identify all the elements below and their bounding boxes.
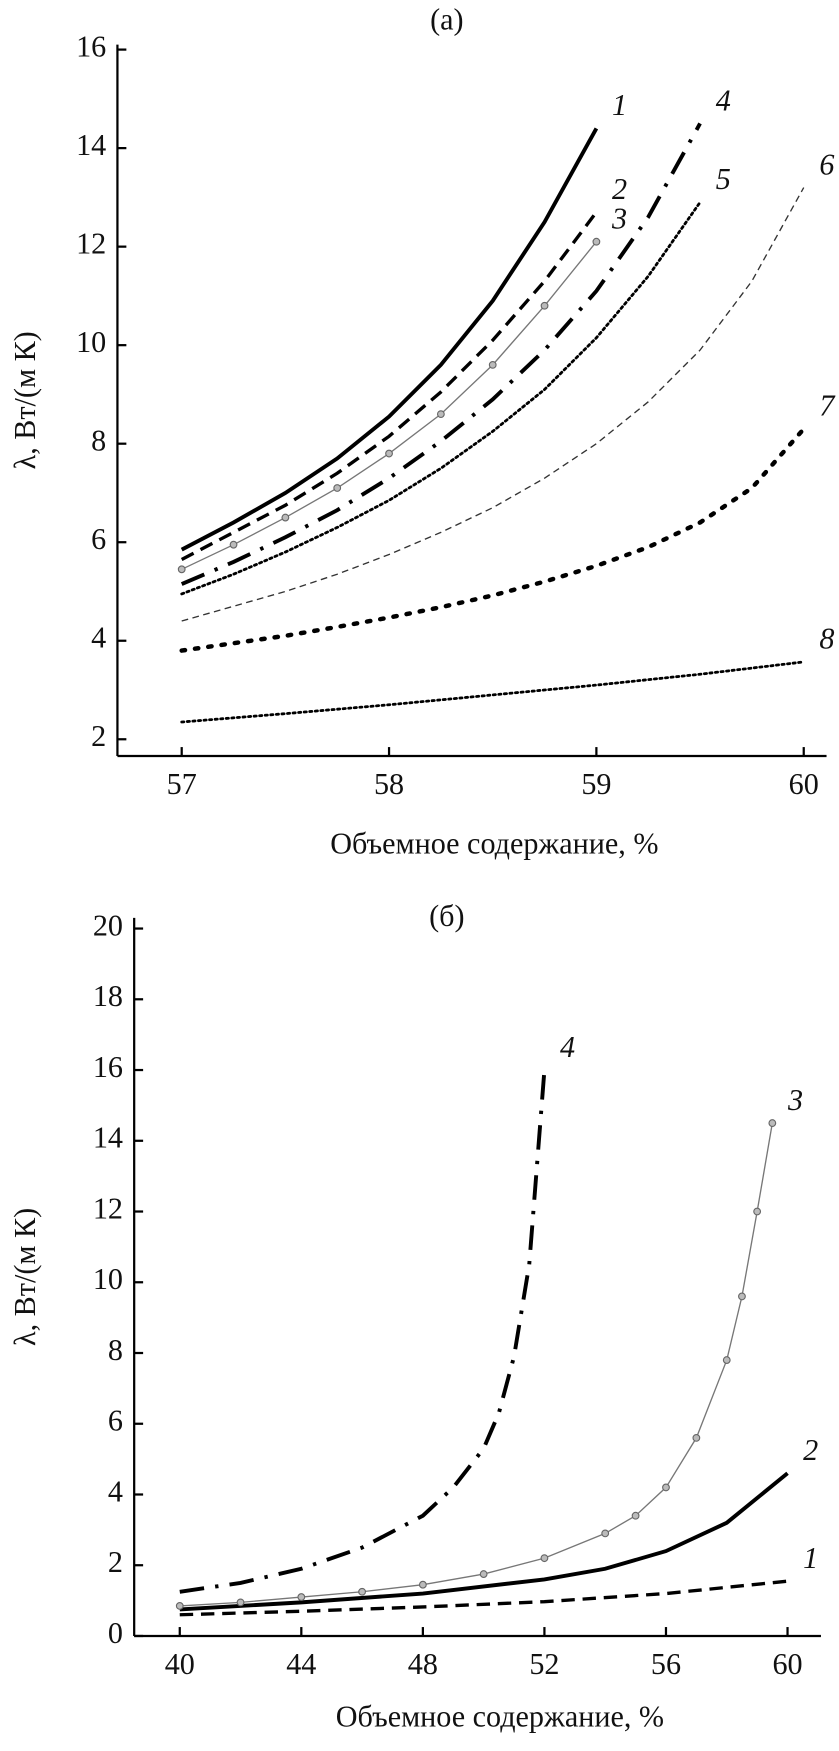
series-line xyxy=(179,1471,789,1612)
x-tick-label: 40 xyxy=(165,1647,195,1681)
series-line xyxy=(179,1579,788,1617)
series-marker xyxy=(768,1119,777,1127)
series-label: 2 xyxy=(612,172,627,206)
series-label: 5 xyxy=(716,162,731,196)
series-marker xyxy=(692,1433,701,1442)
panel-title: (а) xyxy=(430,2,463,36)
series-marker xyxy=(175,1602,184,1610)
series-label: 2 xyxy=(803,1433,818,1467)
series-marker xyxy=(540,1554,549,1563)
series-line xyxy=(180,200,702,596)
series-marker xyxy=(385,449,393,458)
x-tick-label: 57 xyxy=(167,767,197,801)
series-marker xyxy=(601,1529,610,1538)
y-tick-label: 8 xyxy=(91,424,106,458)
x-axis-label: Объемное содержание, % xyxy=(330,826,658,860)
y-tick-label: 16 xyxy=(76,30,106,64)
y-tick-label: 12 xyxy=(93,1191,123,1225)
x-tick-label: 59 xyxy=(581,767,611,801)
series-label: 3 xyxy=(787,1083,803,1117)
series-line xyxy=(180,660,806,724)
series-marker xyxy=(177,565,186,574)
series-line xyxy=(180,127,599,552)
series-marker xyxy=(281,513,290,522)
y-tick-label: 12 xyxy=(76,227,106,261)
series-line xyxy=(179,426,806,653)
panel-title: (б) xyxy=(429,899,464,933)
y-tick-label: 14 xyxy=(93,1121,123,1155)
series-label: 1 xyxy=(803,1541,818,1575)
y-tick-label: 2 xyxy=(91,719,106,753)
series-label: 7 xyxy=(819,389,836,423)
series-label: 4 xyxy=(716,83,731,117)
y-tick-label: 10 xyxy=(76,325,106,359)
y-tick-label: 10 xyxy=(93,1262,123,1296)
series-line xyxy=(179,1069,547,1594)
x-tick-label: 48 xyxy=(408,1647,438,1681)
series-marker xyxy=(540,301,549,310)
series-marker xyxy=(722,1356,731,1364)
series-marker xyxy=(592,237,601,246)
series-marker xyxy=(753,1207,762,1216)
series-line xyxy=(181,187,805,622)
series-line xyxy=(179,1122,773,1607)
series-marker xyxy=(436,410,445,419)
y-tick-label: 18 xyxy=(93,979,123,1013)
series-marker xyxy=(738,1292,746,1301)
series-label: 3 xyxy=(611,202,627,236)
series-label: 8 xyxy=(819,622,834,656)
series-marker xyxy=(236,1598,245,1607)
x-tick-label: 52 xyxy=(529,1647,559,1681)
x-tick-label: 60 xyxy=(789,767,819,801)
y-tick-label: 14 xyxy=(76,128,106,162)
x-axis-label: Объемное содержание, % xyxy=(336,1700,664,1734)
series-marker xyxy=(488,360,497,369)
series-marker xyxy=(333,484,342,492)
y-axis-label: λ, Вт/(м К) xyxy=(8,1208,42,1346)
series-label: 4 xyxy=(560,1030,575,1064)
series-marker xyxy=(662,1483,670,1492)
x-tick-label: 44 xyxy=(286,1647,316,1681)
series-marker xyxy=(229,540,238,549)
y-tick-label: 6 xyxy=(108,1404,123,1438)
series-marker xyxy=(479,1570,488,1578)
y-tick-label: 0 xyxy=(108,1616,123,1650)
y-tick-label: 6 xyxy=(91,522,106,556)
y-tick-label: 20 xyxy=(93,908,123,942)
y-tick-label: 16 xyxy=(93,1050,123,1084)
x-tick-label: 56 xyxy=(651,1647,681,1681)
series-marker xyxy=(418,1580,427,1589)
y-tick-label: 8 xyxy=(108,1333,123,1367)
series-marker xyxy=(297,1593,306,1601)
series-label: 6 xyxy=(819,147,834,181)
y-tick-label: 2 xyxy=(108,1545,123,1579)
series-marker xyxy=(631,1511,640,1520)
y-tick-label: 4 xyxy=(91,621,106,655)
x-tick-label: 60 xyxy=(772,1647,802,1681)
series-label: 1 xyxy=(612,88,627,122)
y-tick-label: 4 xyxy=(108,1474,123,1508)
x-tick-label: 58 xyxy=(374,767,404,801)
series-marker xyxy=(358,1587,367,1596)
y-axis-label: λ, Вт/(м К) xyxy=(8,331,42,469)
series-line xyxy=(180,211,598,561)
